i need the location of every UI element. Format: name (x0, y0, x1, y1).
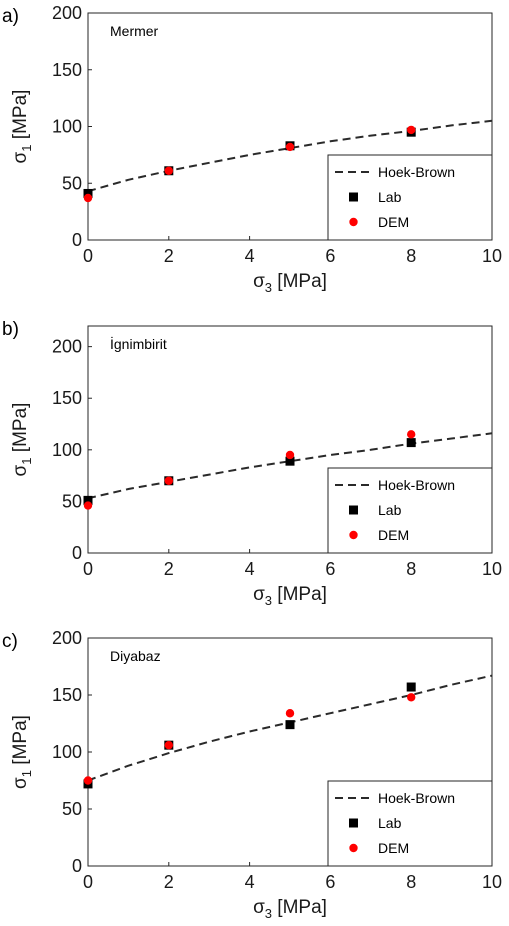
y-tick-label: 0 (72, 543, 82, 563)
dem-point (83, 501, 93, 510)
y-tick-label: 50 (62, 491, 82, 511)
y-tick-label: 50 (62, 799, 82, 819)
panel-letter: c) (2, 631, 18, 652)
legend-label: Lab (378, 502, 402, 518)
x-tick-label: 10 (482, 559, 502, 579)
legend-square-swatch (349, 192, 358, 202)
x-tick-label: 6 (325, 246, 335, 266)
y-axis-label: σ1 [MPa] (10, 715, 34, 789)
y-tick-label: 100 (52, 117, 82, 137)
y-tick-label: 200 (52, 628, 82, 648)
legend-box (327, 467, 493, 554)
x-tick-label: 4 (245, 559, 255, 579)
y-tick-label: 200 (52, 3, 82, 23)
legend: Hoek-Brown Lab DEM (327, 154, 493, 241)
dem-point (407, 125, 416, 135)
x-tick-label: 4 (245, 246, 255, 266)
panel-letter: a) (2, 6, 19, 27)
y-tick-label: 150 (52, 60, 82, 80)
x-tick-label: 8 (406, 246, 416, 266)
y-tick-label: 100 (52, 742, 82, 762)
lab-point (406, 438, 416, 448)
x-tick-label: 6 (325, 872, 335, 892)
x-tick-label: 0 (83, 872, 93, 892)
lab-point (83, 495, 93, 505)
x-tick-label: 2 (164, 246, 174, 266)
dem-point (164, 166, 173, 175)
dem-point (83, 776, 93, 785)
lab-point (406, 682, 416, 692)
y-axis-label: σ1 [MPa] (10, 403, 34, 477)
x-axis-label: σ3 [MPa] (253, 897, 327, 921)
x-tick-label: 8 (406, 559, 416, 579)
legend-label: DEM (378, 840, 409, 856)
sample-name: Mermer (110, 23, 159, 39)
dem-point (164, 740, 173, 750)
lab-point (285, 456, 295, 466)
x-tick-label: 6 (325, 559, 335, 579)
hoek-brown-curve (87, 119, 493, 193)
dem-point (83, 193, 93, 203)
legend: Hoek-Brown Lab DEM (327, 780, 493, 867)
x-tick-label: 0 (83, 559, 93, 579)
legend-label: Lab (378, 189, 402, 205)
dem-point (285, 142, 295, 152)
dem-point (285, 709, 295, 718)
legend-label: Hoek-Brown (378, 164, 455, 180)
x-axis-label: σ3 [MPa] (253, 584, 327, 608)
plot-area (87, 325, 493, 554)
legend-square-swatch (349, 505, 358, 515)
x-tick-label: 10 (482, 246, 502, 266)
dem-point (285, 450, 295, 460)
legend-label: Lab (378, 815, 402, 831)
y-tick-label: 50 (62, 173, 82, 193)
legend: Hoek-Brown Lab DEM (327, 467, 493, 554)
y-tick-label: 150 (52, 685, 82, 705)
y-tick-label: 150 (52, 388, 82, 408)
lab-point (83, 188, 93, 198)
y-tick-label: 0 (72, 230, 82, 250)
dem-point (407, 693, 416, 702)
x-tick-label: 2 (164, 559, 174, 579)
hoek-brown-curve (87, 432, 493, 500)
legend-label: DEM (378, 214, 409, 230)
y-tick-label: 200 (52, 337, 82, 357)
x-axis-label: σ3 [MPa] (253, 271, 327, 295)
legend-label: DEM (378, 527, 409, 543)
dem-point (407, 430, 416, 439)
x-tick-label: 10 (482, 872, 502, 892)
panel-letter: b) (2, 319, 19, 340)
sample-name: Diyabaz (110, 648, 161, 664)
x-tick-label: 8 (406, 872, 416, 892)
y-axis-label: σ1 [MPa] (10, 90, 34, 164)
legend-square-swatch (349, 818, 358, 828)
legend-circle-swatch (349, 843, 358, 853)
sample-name: İgnimbirit (110, 335, 167, 352)
legend-label: Hoek-Brown (378, 790, 455, 806)
dem-point (164, 476, 173, 485)
x-tick-label: 2 (164, 872, 174, 892)
y-tick-label: 100 (52, 440, 82, 460)
legend-circle-swatch (349, 217, 358, 227)
y-tick-label: 0 (72, 856, 82, 876)
legend-label: Hoek-Brown (378, 477, 455, 493)
lab-point (285, 720, 295, 730)
legend-circle-swatch (349, 530, 358, 540)
x-tick-label: 0 (83, 246, 93, 266)
x-tick-label: 4 (245, 872, 255, 892)
